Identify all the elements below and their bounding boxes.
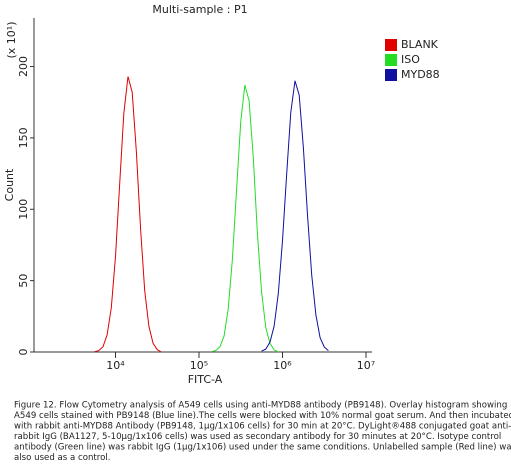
x-tick-label: 10⁴: [106, 359, 125, 372]
caption-line: with rabbit anti-MYD88 Antibody (PB9148,…: [14, 422, 511, 432]
caption-line: also used as a control.: [14, 453, 111, 463]
series-line: [211, 84, 279, 353]
x-tick-label: 10⁵: [190, 359, 208, 372]
legend-label: ISO: [401, 53, 420, 66]
legend-label: MYD88: [401, 68, 440, 81]
legend-swatch: [385, 39, 397, 51]
y-tick-label: 200: [17, 56, 30, 77]
y-tick-label: 150: [17, 127, 30, 148]
x-tick-label: 10⁷: [357, 359, 375, 372]
y-axis-label: Count: [3, 168, 16, 201]
x-axis-label: FITC-A: [188, 373, 223, 386]
y-multiplier: (x 10¹): [5, 22, 18, 59]
caption-line: A549 cells stained with PB9148 (Blue lin…: [14, 411, 511, 421]
caption-line: Figure 12. Flow Cytometry analysis of A5…: [14, 401, 507, 411]
legend-swatch: [385, 69, 397, 81]
series-line: [94, 76, 162, 353]
series-line: [261, 80, 329, 352]
legend-label: BLANK: [401, 38, 439, 51]
y-tick-label: 0: [17, 349, 30, 356]
y-tick-label: 100: [17, 199, 30, 220]
chart-title: Multi-sample : P1: [152, 3, 247, 16]
x-tick-label: 10⁶: [273, 359, 292, 372]
caption-line: antibody (Green line) was rabbit IgG (1µ…: [14, 443, 511, 453]
legend-swatch: [385, 54, 397, 66]
caption-line: rabbit IgG (BA1127, 5-10µg/1x106 cells) …: [14, 432, 501, 442]
y-tick-label: 50: [17, 274, 30, 288]
